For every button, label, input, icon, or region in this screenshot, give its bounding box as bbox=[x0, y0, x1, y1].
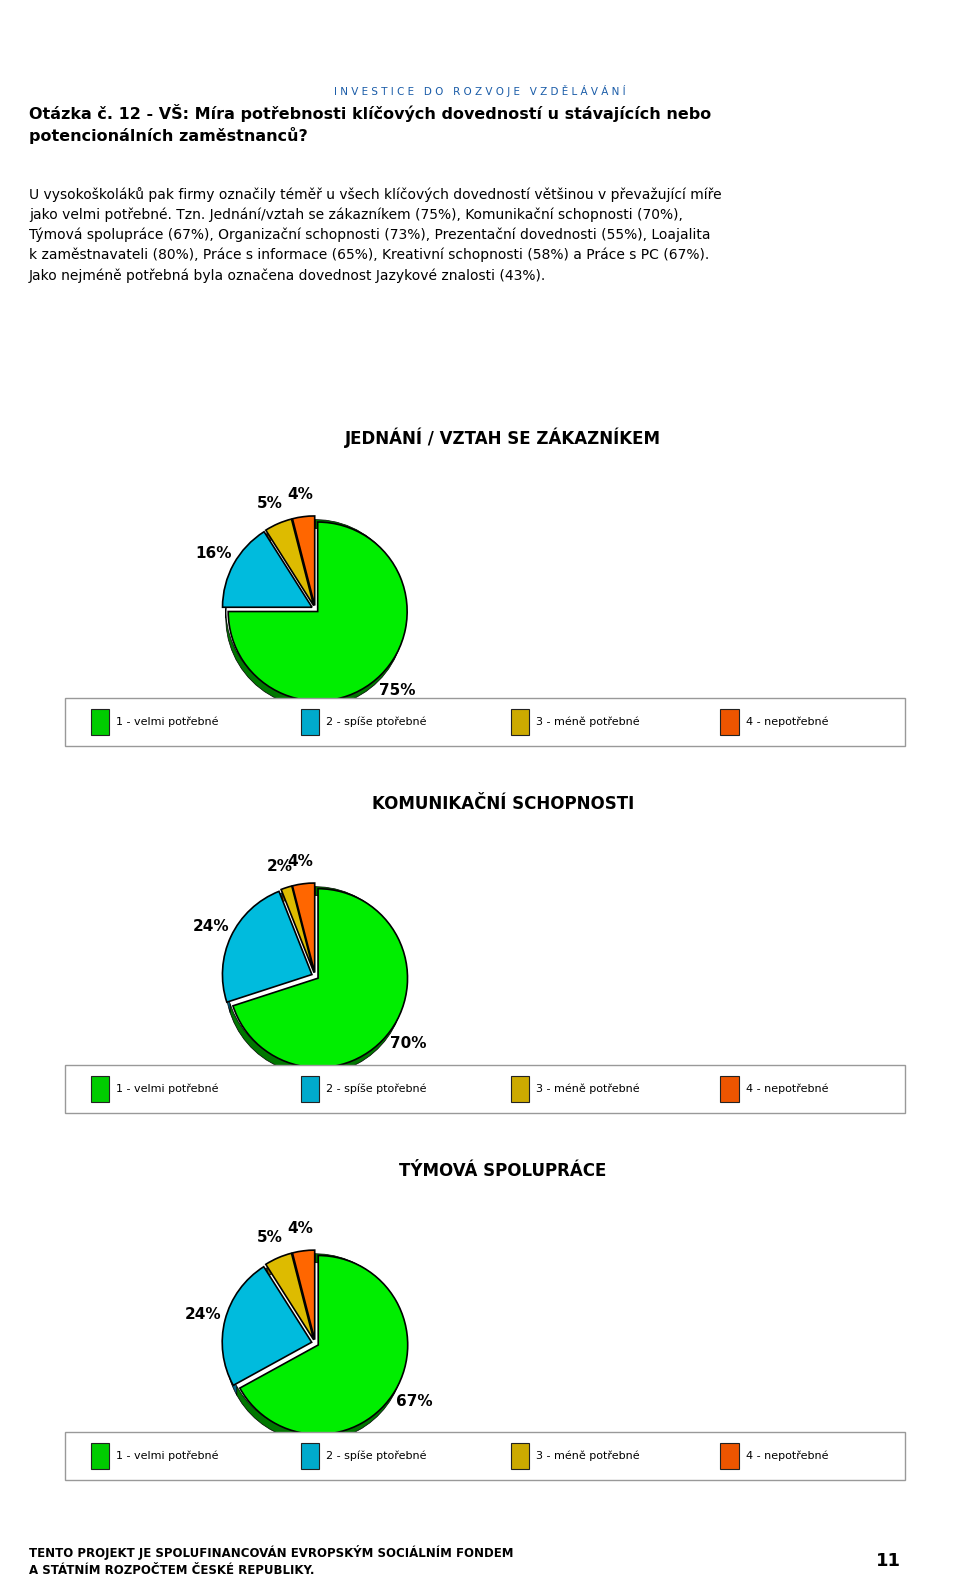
Text: 3 - méně potřebné: 3 - méně potřebné bbox=[537, 717, 640, 726]
Text: 2 - spíše ptořebné: 2 - spíše ptořebné bbox=[326, 717, 427, 726]
Polygon shape bbox=[226, 520, 404, 707]
FancyBboxPatch shape bbox=[90, 709, 109, 734]
FancyBboxPatch shape bbox=[65, 1065, 904, 1112]
Text: JEDNÁNÍ / VZTAH SE ZÁKAZNÍKEM: JEDNÁNÍ / VZTAH SE ZÁKAZNÍKEM bbox=[345, 428, 660, 448]
FancyBboxPatch shape bbox=[511, 709, 529, 734]
Wedge shape bbox=[293, 883, 315, 972]
Wedge shape bbox=[266, 1253, 314, 1341]
Text: 3 - méně potřebné: 3 - méně potřebné bbox=[537, 1084, 640, 1093]
Text: 75%: 75% bbox=[378, 683, 415, 697]
FancyBboxPatch shape bbox=[511, 1076, 529, 1101]
Polygon shape bbox=[237, 1254, 404, 1441]
Wedge shape bbox=[228, 522, 407, 701]
Wedge shape bbox=[293, 516, 315, 605]
FancyBboxPatch shape bbox=[721, 1076, 739, 1101]
Text: 4%: 4% bbox=[288, 854, 314, 870]
Text: KOMUNIKAČNÍ SCHOPNOSTI: KOMUNIKAČNÍ SCHOPNOSTI bbox=[372, 795, 634, 812]
Wedge shape bbox=[233, 889, 407, 1068]
Text: Otázka č. 12 - VŠ: Míra potřebnosti klíčových dovedností u stávajících nebo
pote: Otázka č. 12 - VŠ: Míra potřebnosti klíč… bbox=[29, 104, 711, 144]
Polygon shape bbox=[293, 887, 315, 899]
FancyBboxPatch shape bbox=[300, 709, 320, 734]
Polygon shape bbox=[226, 533, 267, 618]
Text: 4%: 4% bbox=[288, 487, 314, 503]
Polygon shape bbox=[293, 520, 315, 531]
Text: TÝMOVÁ SPOLUPRÁCE: TÝMOVÁ SPOLUPRÁCE bbox=[399, 1162, 607, 1179]
Text: I N V E S T I C E   D O   R O Z V O J E   V Z D Ě L Á V Á N Í: I N V E S T I C E D O R O Z V O J E V Z … bbox=[334, 85, 626, 97]
Text: 67%: 67% bbox=[396, 1395, 433, 1409]
FancyBboxPatch shape bbox=[65, 697, 904, 745]
Text: 2%: 2% bbox=[267, 859, 293, 873]
FancyBboxPatch shape bbox=[721, 709, 739, 734]
FancyBboxPatch shape bbox=[721, 1443, 739, 1468]
Text: 4 - nepotřebné: 4 - nepotřebné bbox=[746, 717, 828, 726]
Polygon shape bbox=[293, 1254, 315, 1266]
Polygon shape bbox=[226, 1267, 267, 1395]
Text: 16%: 16% bbox=[196, 546, 232, 560]
Text: 1 - velmi potřebné: 1 - velmi potřebné bbox=[116, 1451, 219, 1460]
FancyBboxPatch shape bbox=[65, 1432, 904, 1479]
Text: 5%: 5% bbox=[256, 1231, 282, 1245]
Polygon shape bbox=[230, 887, 404, 1074]
Text: 11: 11 bbox=[876, 1551, 900, 1570]
Polygon shape bbox=[267, 522, 293, 543]
FancyBboxPatch shape bbox=[90, 1076, 109, 1101]
Wedge shape bbox=[266, 519, 314, 606]
Wedge shape bbox=[223, 891, 312, 1002]
Text: 3 - méně potřebné: 3 - méně potřebné bbox=[537, 1451, 640, 1460]
Text: 2 - spíše ptořebné: 2 - spíše ptořebné bbox=[326, 1451, 427, 1460]
Wedge shape bbox=[281, 886, 314, 972]
Wedge shape bbox=[222, 1267, 312, 1385]
Text: 5%: 5% bbox=[256, 496, 282, 511]
Text: 24%: 24% bbox=[192, 919, 229, 934]
Text: 4%: 4% bbox=[288, 1221, 314, 1237]
FancyBboxPatch shape bbox=[300, 1443, 320, 1468]
FancyBboxPatch shape bbox=[511, 1443, 529, 1468]
Text: 1 - velmi potřebné: 1 - velmi potřebné bbox=[116, 717, 219, 726]
FancyBboxPatch shape bbox=[300, 1076, 320, 1101]
Text: TENTO PROJEKT JE SPOLUFINANCOVÁN EVROPSKÝM SOCIÁLNÍM FONDEM
A STÁTNÍM ROZPOČTEM : TENTO PROJEKT JE SPOLUFINANCOVÁN EVROPSK… bbox=[29, 1545, 514, 1577]
FancyBboxPatch shape bbox=[30, 407, 940, 761]
Text: U vysokoškoláků pak firmy označily téměř u všech klíčových dovedností většinou v: U vysokoškoláků pak firmy označily téměř… bbox=[29, 187, 721, 282]
FancyBboxPatch shape bbox=[90, 1443, 109, 1468]
Text: 4 - nepotřebné: 4 - nepotřebné bbox=[746, 1451, 828, 1460]
Wedge shape bbox=[293, 1250, 315, 1339]
Polygon shape bbox=[267, 1256, 293, 1277]
FancyBboxPatch shape bbox=[30, 774, 940, 1128]
Wedge shape bbox=[223, 531, 312, 606]
Text: 24%: 24% bbox=[185, 1307, 222, 1321]
Text: 2 - spíše ptořebné: 2 - spíše ptořebné bbox=[326, 1084, 427, 1093]
Text: 4 - nepotřebné: 4 - nepotřebné bbox=[746, 1084, 828, 1093]
Polygon shape bbox=[226, 892, 282, 1012]
Text: 70%: 70% bbox=[391, 1036, 427, 1052]
Polygon shape bbox=[282, 889, 293, 902]
Text: 1 - velmi potřebné: 1 - velmi potřebné bbox=[116, 1084, 219, 1093]
Wedge shape bbox=[240, 1256, 408, 1435]
FancyBboxPatch shape bbox=[30, 1141, 940, 1495]
